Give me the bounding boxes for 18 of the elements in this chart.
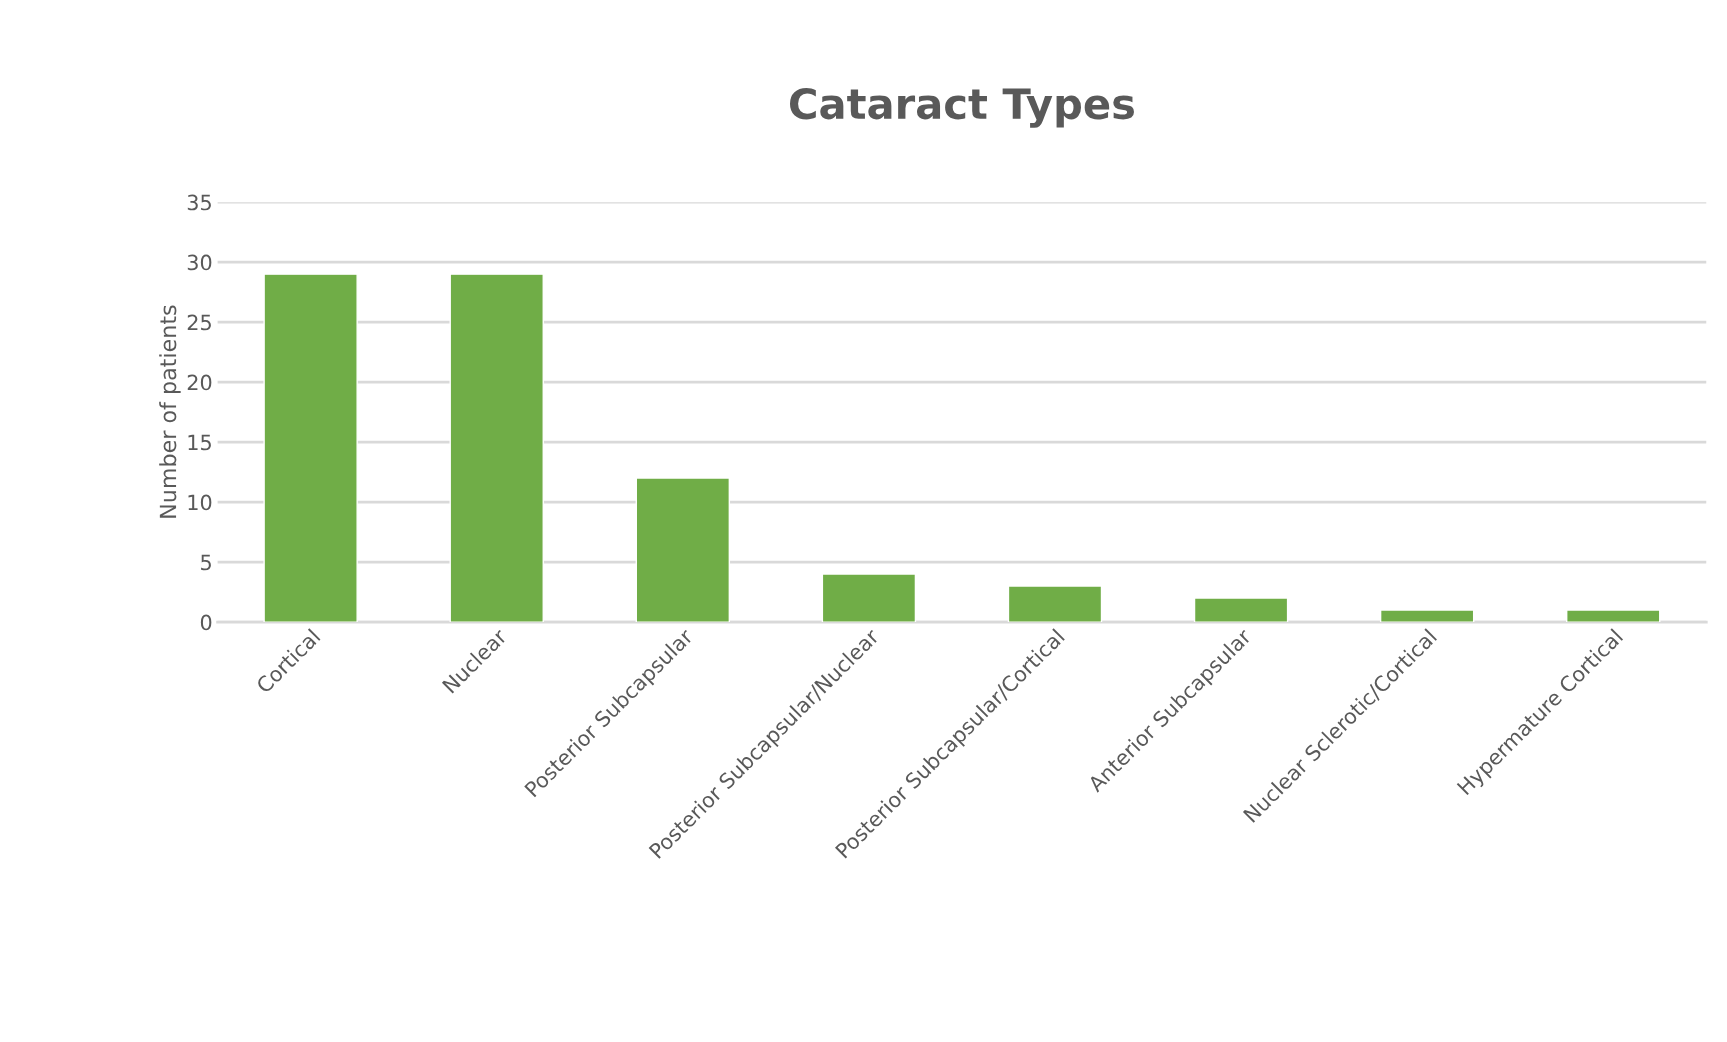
bar <box>821 573 917 623</box>
y-tick-label: 20 <box>187 374 212 391</box>
bar <box>1193 597 1289 623</box>
bar <box>1566 609 1661 623</box>
y-tick-label: 10 <box>188 494 212 511</box>
y-tick-label: 30 <box>187 254 212 271</box>
bar <box>449 273 544 623</box>
bar <box>1007 585 1103 623</box>
y-tick-label: 15 <box>188 434 211 451</box>
chart-title: Cataract Types <box>790 87 1134 128</box>
y-axis-title: Number of patients <box>159 305 181 518</box>
y-tick-label: 35 <box>187 194 211 211</box>
bar <box>263 273 358 623</box>
y-tick-label: 5 <box>201 554 211 571</box>
bar <box>635 477 731 623</box>
y-tick-label: 0 <box>200 614 212 631</box>
bar <box>1379 609 1475 623</box>
y-tick-label: 25 <box>187 314 211 331</box>
